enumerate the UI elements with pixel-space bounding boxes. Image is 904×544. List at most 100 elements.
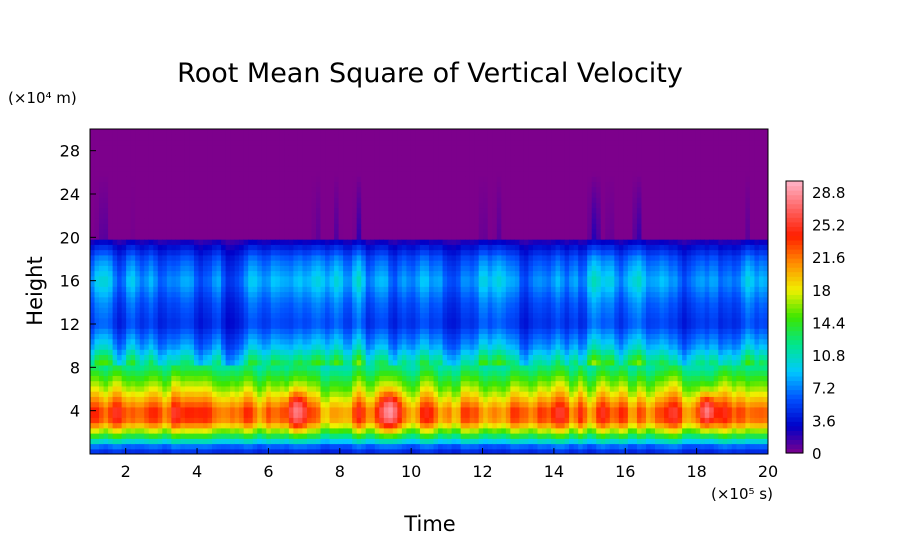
heatmap-cell	[130, 401, 136, 408]
heatmap-cell	[410, 233, 417, 240]
heatmap-cell	[415, 333, 421, 340]
heatmap-cell	[320, 254, 326, 261]
heatmap-cell	[284, 265, 290, 272]
heatmap-cell	[94, 239, 100, 245]
heatmap-cell	[175, 197, 181, 203]
heatmap-cell	[343, 202, 349, 209]
heatmap-cell	[175, 270, 181, 277]
heatmap-cell	[302, 186, 308, 193]
heatmap-cell	[388, 307, 394, 314]
heatmap-cell	[189, 380, 195, 387]
heatmap-cell	[212, 396, 218, 403]
heatmap-cell	[139, 223, 145, 230]
heatmap-cell	[90, 301, 96, 308]
heatmap-cell	[90, 354, 96, 361]
heatmap-cell	[257, 165, 263, 172]
heatmap-cell	[203, 254, 209, 261]
heatmap-cell	[433, 249, 439, 256]
heatmap-cell	[288, 144, 294, 151]
heatmap-cell	[216, 448, 222, 454]
heatmap-cell	[419, 364, 426, 371]
heatmap-cell	[230, 333, 236, 340]
heatmap-cell	[279, 265, 285, 272]
heatmap-cell	[410, 333, 417, 340]
heatmap-cell	[325, 438, 331, 445]
heatmap-cell	[99, 312, 105, 319]
heatmap-cell	[383, 427, 389, 434]
heatmap-cell	[221, 223, 227, 230]
heatmap-cell	[121, 281, 127, 287]
heatmap-cell	[392, 176, 398, 183]
heatmap-cell	[126, 296, 132, 303]
heatmap-cell	[257, 427, 263, 434]
heatmap-cell	[320, 144, 326, 151]
heatmap-cell	[225, 254, 231, 261]
heatmap-cell	[424, 349, 430, 355]
heatmap-cell	[410, 223, 417, 230]
heatmap-cell	[90, 370, 96, 376]
heatmap-cell	[126, 370, 132, 376]
heatmap-cell	[153, 144, 159, 151]
heatmap-cell	[356, 218, 362, 224]
heatmap-cell	[234, 385, 240, 392]
heatmap-cell	[248, 191, 254, 198]
heatmap-cell	[392, 270, 398, 277]
heatmap-cell	[275, 149, 281, 156]
heatmap-cell	[99, 186, 105, 193]
heatmap-cell	[230, 260, 236, 266]
heatmap-cell	[401, 307, 407, 314]
heatmap-cell	[392, 244, 398, 251]
heatmap-cell	[429, 170, 435, 177]
heatmap-cell	[193, 417, 200, 424]
heatmap-cell	[383, 286, 389, 293]
heatmap-cell	[338, 370, 344, 376]
heatmap-cell	[334, 181, 340, 188]
heatmap-cell	[329, 270, 335, 277]
heatmap-cell	[184, 134, 191, 141]
heatmap-cell	[316, 375, 322, 382]
heatmap-cell	[108, 134, 114, 141]
heatmap-cell	[374, 370, 380, 376]
heatmap-cell	[383, 349, 389, 355]
heatmap-cell	[139, 155, 145, 162]
heatmap-cell	[144, 438, 150, 445]
heatmap-cell	[279, 281, 285, 287]
heatmap-cell	[90, 385, 96, 392]
heatmap-cell	[270, 155, 276, 162]
heatmap-cell	[234, 191, 240, 198]
heatmap-cell	[117, 448, 123, 454]
heatmap-cell	[221, 186, 227, 193]
heatmap-cell	[311, 333, 317, 340]
heatmap-cell	[370, 170, 376, 177]
heatmap-cell	[347, 349, 353, 355]
heatmap-cell	[388, 349, 394, 355]
heatmap-cell	[343, 412, 349, 418]
heatmap-cell	[361, 443, 367, 450]
heatmap-cell	[447, 443, 453, 450]
heatmap-cell	[99, 328, 105, 335]
heatmap-cell	[297, 149, 304, 156]
heatmap-cell	[361, 380, 367, 387]
heatmap-cell	[257, 343, 263, 350]
heatmap-cell	[189, 244, 195, 251]
heatmap-cell	[347, 343, 353, 350]
heatmap-cell	[338, 375, 344, 382]
heatmap-cell	[212, 286, 218, 293]
heatmap-cell	[135, 364, 141, 371]
heatmap-cell	[248, 249, 254, 256]
heatmap-cell	[257, 307, 263, 314]
heatmap-cell	[325, 328, 331, 335]
heatmap-cell	[248, 202, 254, 209]
heatmap-cell	[184, 149, 191, 156]
heatmap-cell	[438, 233, 444, 240]
heatmap-cell	[189, 364, 195, 371]
heatmap-cell	[370, 349, 376, 355]
heatmap-cell	[343, 438, 349, 445]
heatmap-cell	[144, 333, 150, 340]
heatmap-cell	[361, 364, 367, 371]
heatmap-cell	[234, 417, 240, 424]
heatmap-cell	[130, 433, 136, 439]
heatmap-cell	[257, 186, 263, 193]
heatmap-cell	[207, 333, 213, 340]
heatmap-cell	[225, 139, 231, 146]
